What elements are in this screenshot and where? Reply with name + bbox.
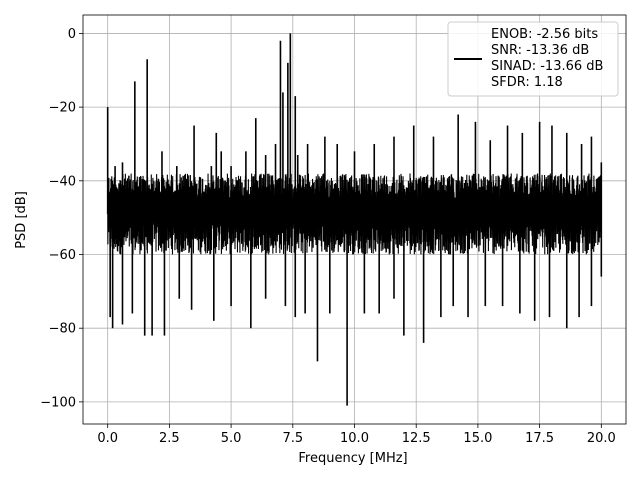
x-tick-label: 7.5 <box>282 431 303 446</box>
legend-entry-line: SINAD: -13.66 dB <box>491 59 603 74</box>
y-axis-ticks: 0 −20 −40 −60 −80 −100 <box>40 27 83 410</box>
y-tick-label: −40 <box>49 174 76 189</box>
y-axis-label: PSD [dB] <box>14 191 29 249</box>
y-tick-label: 0 <box>68 27 76 42</box>
x-tick-label: 0.0 <box>97 431 118 446</box>
x-tick-label: 2.5 <box>159 431 180 446</box>
legend-box <box>447 21 619 97</box>
psd-trace <box>106 33 603 406</box>
x-tick-label: 12.5 <box>402 431 431 446</box>
y-tick-label: −20 <box>49 101 76 116</box>
x-axis-label: Frequency [MHz] <box>298 451 407 466</box>
y-tick-label: −100 <box>40 395 76 410</box>
x-tick-label: 15.0 <box>463 431 492 446</box>
x-axis-ticks: 0.0 2.5 5.0 7.5 10.0 12.5 15.0 17.5 20.0 <box>97 424 616 446</box>
legend-entry-line: SNR: -13.36 dB <box>491 43 589 58</box>
y-tick-label: −60 <box>49 248 76 263</box>
x-tick-label: 20.0 <box>587 431 616 446</box>
legend-entry-line: ENOB: -2.56 bits <box>491 27 598 42</box>
y-tick-label: −80 <box>49 322 76 337</box>
x-tick-label: 5.0 <box>221 431 242 446</box>
x-tick-label: 17.5 <box>525 431 554 446</box>
legend-entry-line: SFDR: 1.18 <box>491 75 563 90</box>
x-tick-label: 10.0 <box>340 431 369 446</box>
